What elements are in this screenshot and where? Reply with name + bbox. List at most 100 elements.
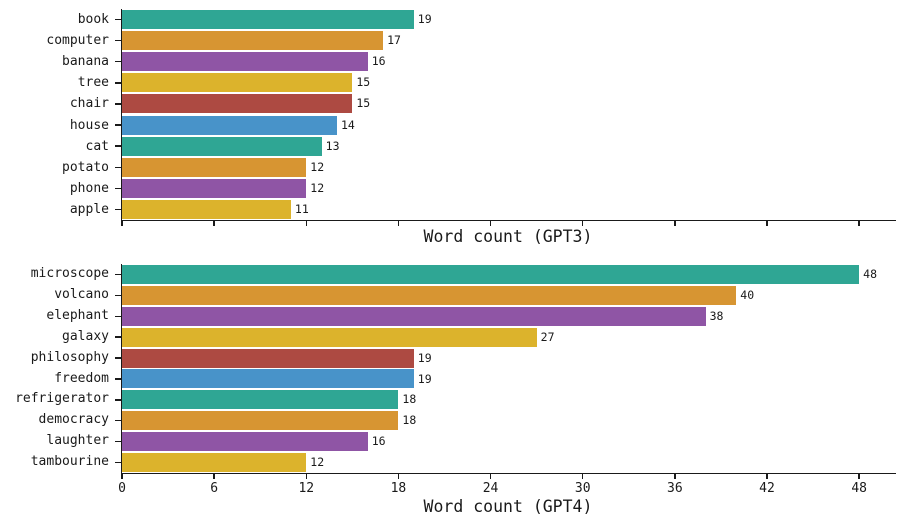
value-label-banana: 16 bbox=[371, 54, 386, 69]
value-label-refrigerator: 18 bbox=[402, 392, 417, 407]
bar-tambourine bbox=[122, 453, 307, 473]
value-label-computer: 17 bbox=[387, 33, 401, 48]
y-tick-elephant bbox=[115, 315, 122, 317]
bar-apple bbox=[122, 199, 291, 219]
gpt3-x-axis-label: Word count (GPT3) bbox=[423, 227, 593, 246]
y-tick-computer bbox=[115, 39, 122, 42]
x-tick-6 bbox=[213, 220, 215, 226]
x-tick-label-30: 30 bbox=[574, 481, 591, 496]
value-label-house: 14 bbox=[341, 117, 355, 132]
y-tick-house bbox=[115, 124, 122, 126]
value-label-elephant: 38 bbox=[709, 308, 724, 323]
x-tick-42 bbox=[766, 473, 768, 479]
bar-phone bbox=[122, 178, 307, 198]
category-label-democracy: democracy bbox=[38, 412, 109, 428]
bar-banana bbox=[122, 52, 368, 72]
x-tick-label-36: 36 bbox=[667, 481, 683, 496]
category-label-book: book bbox=[77, 12, 109, 27]
gpt4-x-axis-label: Word count (GPT4) bbox=[423, 497, 593, 516]
y-tick-microscope bbox=[115, 273, 122, 276]
bar-freedom bbox=[122, 369, 414, 389]
y-tick-potato bbox=[115, 166, 122, 168]
bar-tree bbox=[122, 73, 353, 93]
x-tick-label-48: 48 bbox=[851, 481, 867, 496]
category-label-house: house bbox=[69, 117, 109, 133]
x-tick-12 bbox=[305, 220, 307, 226]
category-label-computer: computer bbox=[46, 33, 109, 49]
x-tick-label-42: 42 bbox=[759, 481, 775, 496]
category-label-volcano: volcano bbox=[54, 286, 109, 302]
y-tick-chair bbox=[115, 103, 122, 105]
value-label-potato: 12 bbox=[310, 159, 325, 174]
x-tick-18 bbox=[397, 220, 400, 226]
category-label-banana: banana bbox=[62, 54, 109, 70]
value-label-volcano: 40 bbox=[740, 287, 755, 302]
y-tick-volcano bbox=[115, 294, 122, 297]
value-label-democracy: 18 bbox=[402, 413, 417, 428]
bar-laughter bbox=[122, 432, 368, 452]
value-label-tree: 15 bbox=[356, 75, 371, 90]
category-label-tree: tree bbox=[77, 75, 109, 91]
x-tick-label-6: 6 bbox=[210, 481, 219, 496]
bar-potato bbox=[122, 157, 307, 177]
category-label-freedom: freedom bbox=[54, 370, 109, 386]
category-label-phone: phone bbox=[69, 180, 109, 196]
gpt3-plot-area: 19 book 17 computer 16 banana 15 tree 15 chair 14 h… bbox=[46, 9, 896, 226]
bar-philosophy bbox=[122, 348, 414, 368]
bar-democracy bbox=[122, 411, 399, 431]
x-tick-48 bbox=[858, 220, 860, 226]
value-label-cat: 13 bbox=[325, 138, 340, 153]
y-tick-apple bbox=[115, 208, 122, 211]
y-tick-galaxy bbox=[115, 336, 122, 338]
category-label-potato: potato bbox=[62, 159, 109, 175]
x-tick-0 bbox=[121, 473, 123, 479]
x-tick-36 bbox=[674, 220, 676, 226]
x-tick-label-24: 24 bbox=[482, 481, 499, 496]
x-tick-24 bbox=[489, 473, 492, 479]
x-tick-42 bbox=[766, 220, 768, 226]
y-tick-democracy bbox=[115, 420, 122, 422]
x-tick-24 bbox=[489, 220, 492, 226]
value-label-apple: 11 bbox=[294, 201, 309, 216]
bar-house bbox=[122, 115, 337, 135]
y-tick-phone bbox=[115, 187, 122, 190]
category-label-apple: apple bbox=[69, 201, 109, 217]
value-label-book: 19 bbox=[417, 12, 432, 26]
category-label-elephant: elephant bbox=[46, 307, 109, 323]
bar-chair bbox=[122, 94, 353, 114]
x-tick-36 bbox=[674, 473, 676, 479]
value-label-galaxy: 27 bbox=[540, 329, 555, 344]
category-label-microscope: microscope bbox=[30, 266, 109, 281]
y-tick-freedom bbox=[115, 378, 122, 380]
x-tick-30 bbox=[582, 473, 584, 479]
bar-cat bbox=[122, 136, 322, 156]
value-label-tambourine: 12 bbox=[310, 455, 325, 470]
y-tick-tree bbox=[115, 82, 122, 84]
bar-microscope bbox=[122, 264, 860, 284]
value-label-microscope: 48 bbox=[863, 267, 877, 281]
y-tick-philosophy bbox=[115, 357, 122, 359]
y-tick-laughter bbox=[115, 440, 122, 443]
category-label-refrigerator: refrigerator bbox=[15, 391, 109, 407]
category-label-laughter: laughter bbox=[46, 433, 109, 449]
bar-volcano bbox=[122, 285, 737, 305]
x-tick-12 bbox=[305, 473, 307, 479]
category-label-philosophy: philosophy bbox=[30, 349, 109, 365]
y-tick-book bbox=[115, 18, 122, 21]
value-label-laughter: 16 bbox=[371, 434, 386, 449]
category-label-galaxy: galaxy bbox=[62, 328, 109, 344]
y-tick-banana bbox=[115, 61, 122, 63]
category-label-chair: chair bbox=[69, 96, 109, 112]
gpt4-plot-area: 48 microscope 40 volcano 38 elephant 27 galaxy 1… bbox=[15, 264, 896, 496]
x-tick-0 bbox=[121, 220, 123, 226]
value-label-philosophy: 19 bbox=[417, 350, 432, 365]
bar-refrigerator bbox=[122, 390, 399, 410]
y-tick-refrigerator bbox=[115, 399, 122, 401]
y-tick-tambourine bbox=[115, 461, 122, 464]
category-label-cat: cat bbox=[85, 138, 109, 154]
bar-book bbox=[122, 10, 414, 30]
x-tick-18 bbox=[397, 473, 400, 479]
x-tick-label-12: 12 bbox=[298, 481, 315, 496]
value-label-phone: 12 bbox=[310, 180, 325, 195]
value-label-chair: 15 bbox=[356, 96, 371, 111]
